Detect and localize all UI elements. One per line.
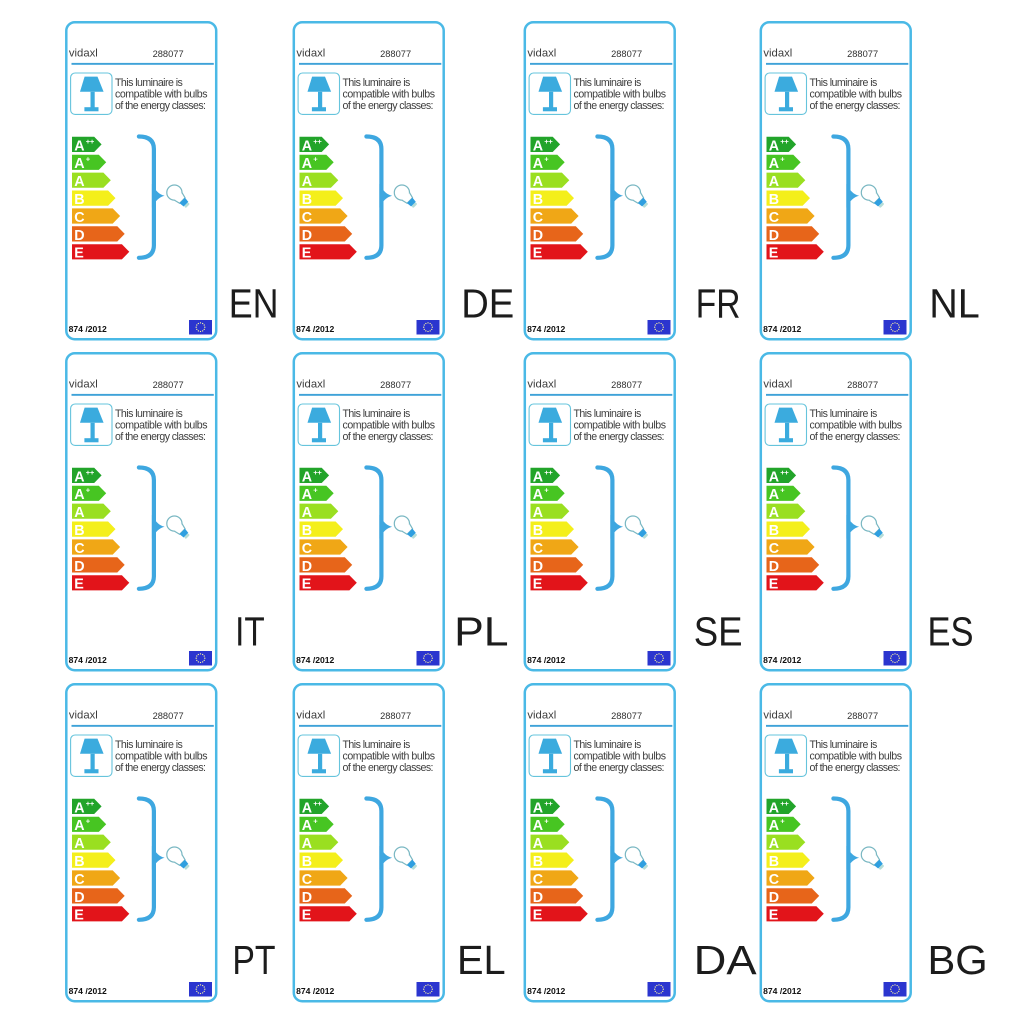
- svg-text:DE: DE: [461, 281, 514, 327]
- svg-text:NL: NL: [929, 281, 980, 327]
- svg-text:ES: ES: [928, 609, 974, 655]
- svg-text:PT: PT: [232, 937, 275, 983]
- svg-text:BG: BG: [928, 937, 988, 983]
- svg-text:PL: PL: [454, 609, 509, 655]
- svg-text:DA: DA: [694, 937, 757, 983]
- svg-text:EN: EN: [229, 281, 279, 327]
- svg-text:EL: EL: [457, 937, 506, 983]
- svg-text:IT: IT: [235, 609, 265, 655]
- svg-text:SE: SE: [694, 609, 743, 655]
- svg-text:FR: FR: [696, 281, 741, 327]
